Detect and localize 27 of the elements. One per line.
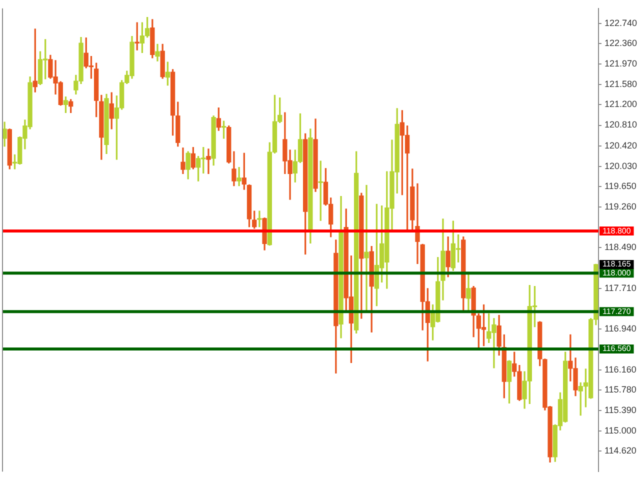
y-tick-label: 120.030 <box>604 160 638 171</box>
y-tick-label: 122.360 <box>604 38 638 48</box>
y-tick-label: 122.740 <box>604 18 638 28</box>
y-tick-label: 116.160 <box>604 364 636 374</box>
ref-line-label: 116.560 <box>602 344 632 354</box>
y-tick-label: 121.970 <box>604 58 638 69</box>
y-tick-label: 116.940 <box>604 323 636 334</box>
y-tick-label: 115.390 <box>604 405 636 416</box>
text: 118.165 <box>602 260 632 269</box>
y-tick-label: 119.650 <box>604 180 636 191</box>
y-tick-label: 115.000 <box>604 426 636 436</box>
y-tick-label: 121.580 <box>604 79 638 90</box>
y-tick-label: 119.260 <box>604 201 636 212</box>
y-tick-label: 121.200 <box>604 99 638 110</box>
candlestick <box>364 184 369 311</box>
ref-line-label: 118.800 <box>602 226 632 236</box>
candlestick <box>257 210 262 228</box>
y-tick-label: 115.780 <box>604 384 636 394</box>
y-tick-label: 114.620 <box>604 446 636 456</box>
y-tick-label: 118.490 <box>604 242 636 252</box>
ref-line-label: 117.270 <box>602 306 632 316</box>
y-tick-label: 120.420 <box>604 140 638 150</box>
candlestick <box>206 148 211 174</box>
ref-line-label: 118.000 <box>602 268 632 278</box>
y-tick-label: 120.810 <box>604 120 638 130</box>
candlestick <box>236 167 242 186</box>
y-tick-label: 117.710 <box>604 282 636 293</box>
